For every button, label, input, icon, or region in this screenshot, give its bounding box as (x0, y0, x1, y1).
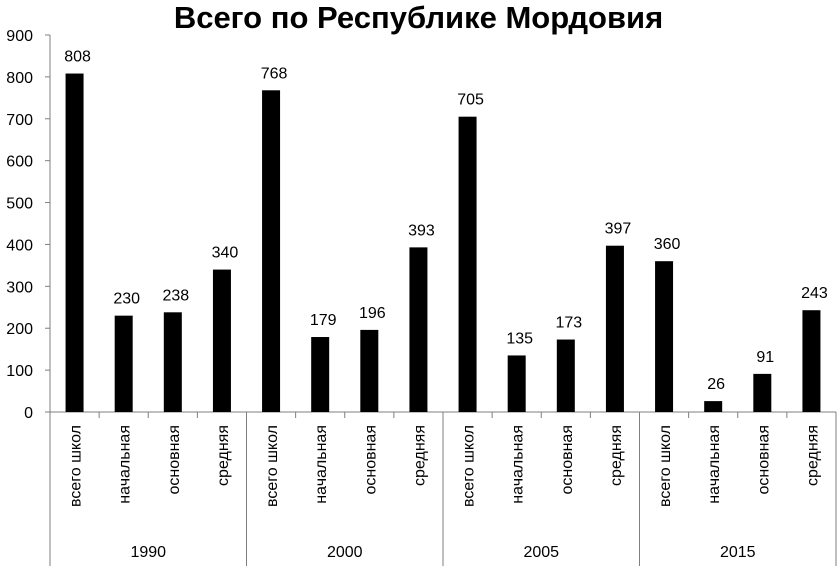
bar (753, 373, 772, 412)
category-label: начальная (706, 425, 723, 504)
bar (360, 329, 379, 412)
category-label: основная (166, 425, 183, 495)
data-label: 196 (359, 305, 386, 322)
y-tick-label: 500 (6, 196, 33, 213)
group-label: 2005 (523, 544, 559, 561)
data-label: 26 (707, 376, 725, 393)
data-label: 768 (261, 65, 288, 82)
bar (802, 310, 821, 412)
data-label: 238 (162, 287, 189, 304)
category-label: начальная (117, 425, 134, 504)
bar (262, 90, 281, 412)
data-label: 135 (506, 330, 533, 347)
bar (163, 312, 182, 412)
category-label: средняя (804, 425, 821, 486)
group-label: 1990 (130, 544, 166, 561)
y-tick-label: 800 (6, 70, 33, 87)
category-label: основная (362, 425, 379, 495)
group-label: 2000 (327, 544, 363, 561)
data-label: 173 (555, 315, 582, 332)
data-label: 808 (64, 49, 91, 66)
data-label: 230 (113, 291, 140, 308)
bar (212, 269, 231, 412)
data-label: 91 (756, 349, 774, 366)
bar (458, 116, 477, 412)
bar (507, 355, 526, 412)
y-tick-label: 700 (6, 112, 33, 129)
bar (65, 73, 84, 412)
y-tick-label: 100 (6, 363, 33, 380)
bar (556, 339, 575, 412)
category-label: основная (755, 425, 772, 495)
y-tick-label: 600 (6, 154, 33, 171)
category-label: всего школ (68, 425, 85, 507)
bar (311, 337, 330, 412)
category-label: начальная (510, 425, 527, 504)
bar (114, 315, 133, 412)
y-tick-label: 0 (24, 405, 33, 422)
data-label: 179 (310, 312, 337, 329)
data-label: 393 (408, 222, 435, 239)
category-label: средняя (608, 425, 625, 486)
y-tick-label: 200 (6, 321, 33, 338)
category-label: всего школ (461, 425, 478, 507)
bar (409, 247, 428, 412)
category-label: всего школ (657, 425, 674, 507)
y-tick-label: 900 (6, 28, 33, 45)
chart-title: Всего по Республике Мордовия (173, 0, 664, 35)
data-label: 360 (654, 236, 681, 253)
category-label: основная (559, 425, 576, 495)
data-label: 340 (212, 245, 239, 262)
bar (605, 245, 624, 412)
bar (704, 401, 723, 412)
category-label: средняя (411, 425, 428, 486)
data-label: 397 (605, 221, 632, 238)
y-tick-label: 400 (6, 237, 33, 254)
data-label: 243 (801, 285, 828, 302)
group-label: 2015 (720, 544, 756, 561)
y-tick-label: 300 (6, 279, 33, 296)
category-label: начальная (313, 425, 330, 504)
category-label: всего школ (264, 425, 281, 507)
category-label: средняя (215, 425, 232, 486)
data-label: 705 (457, 92, 484, 109)
bar (655, 261, 674, 412)
